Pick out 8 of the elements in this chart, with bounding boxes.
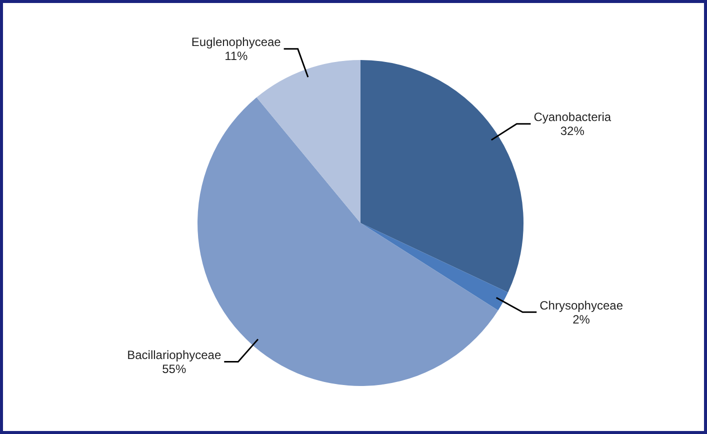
data-label: 2% bbox=[572, 312, 590, 326]
slice-label: Bacillariophyceae bbox=[127, 348, 222, 362]
slice-label: Euglenophyceae bbox=[191, 35, 282, 50]
slice-label: Cyanobacteria bbox=[534, 110, 612, 124]
slice-label: Chrysophyceae bbox=[540, 298, 624, 312]
data-label: 11% bbox=[224, 49, 248, 64]
data-label: 32% bbox=[560, 124, 585, 138]
data-label: 55% bbox=[162, 362, 186, 376]
